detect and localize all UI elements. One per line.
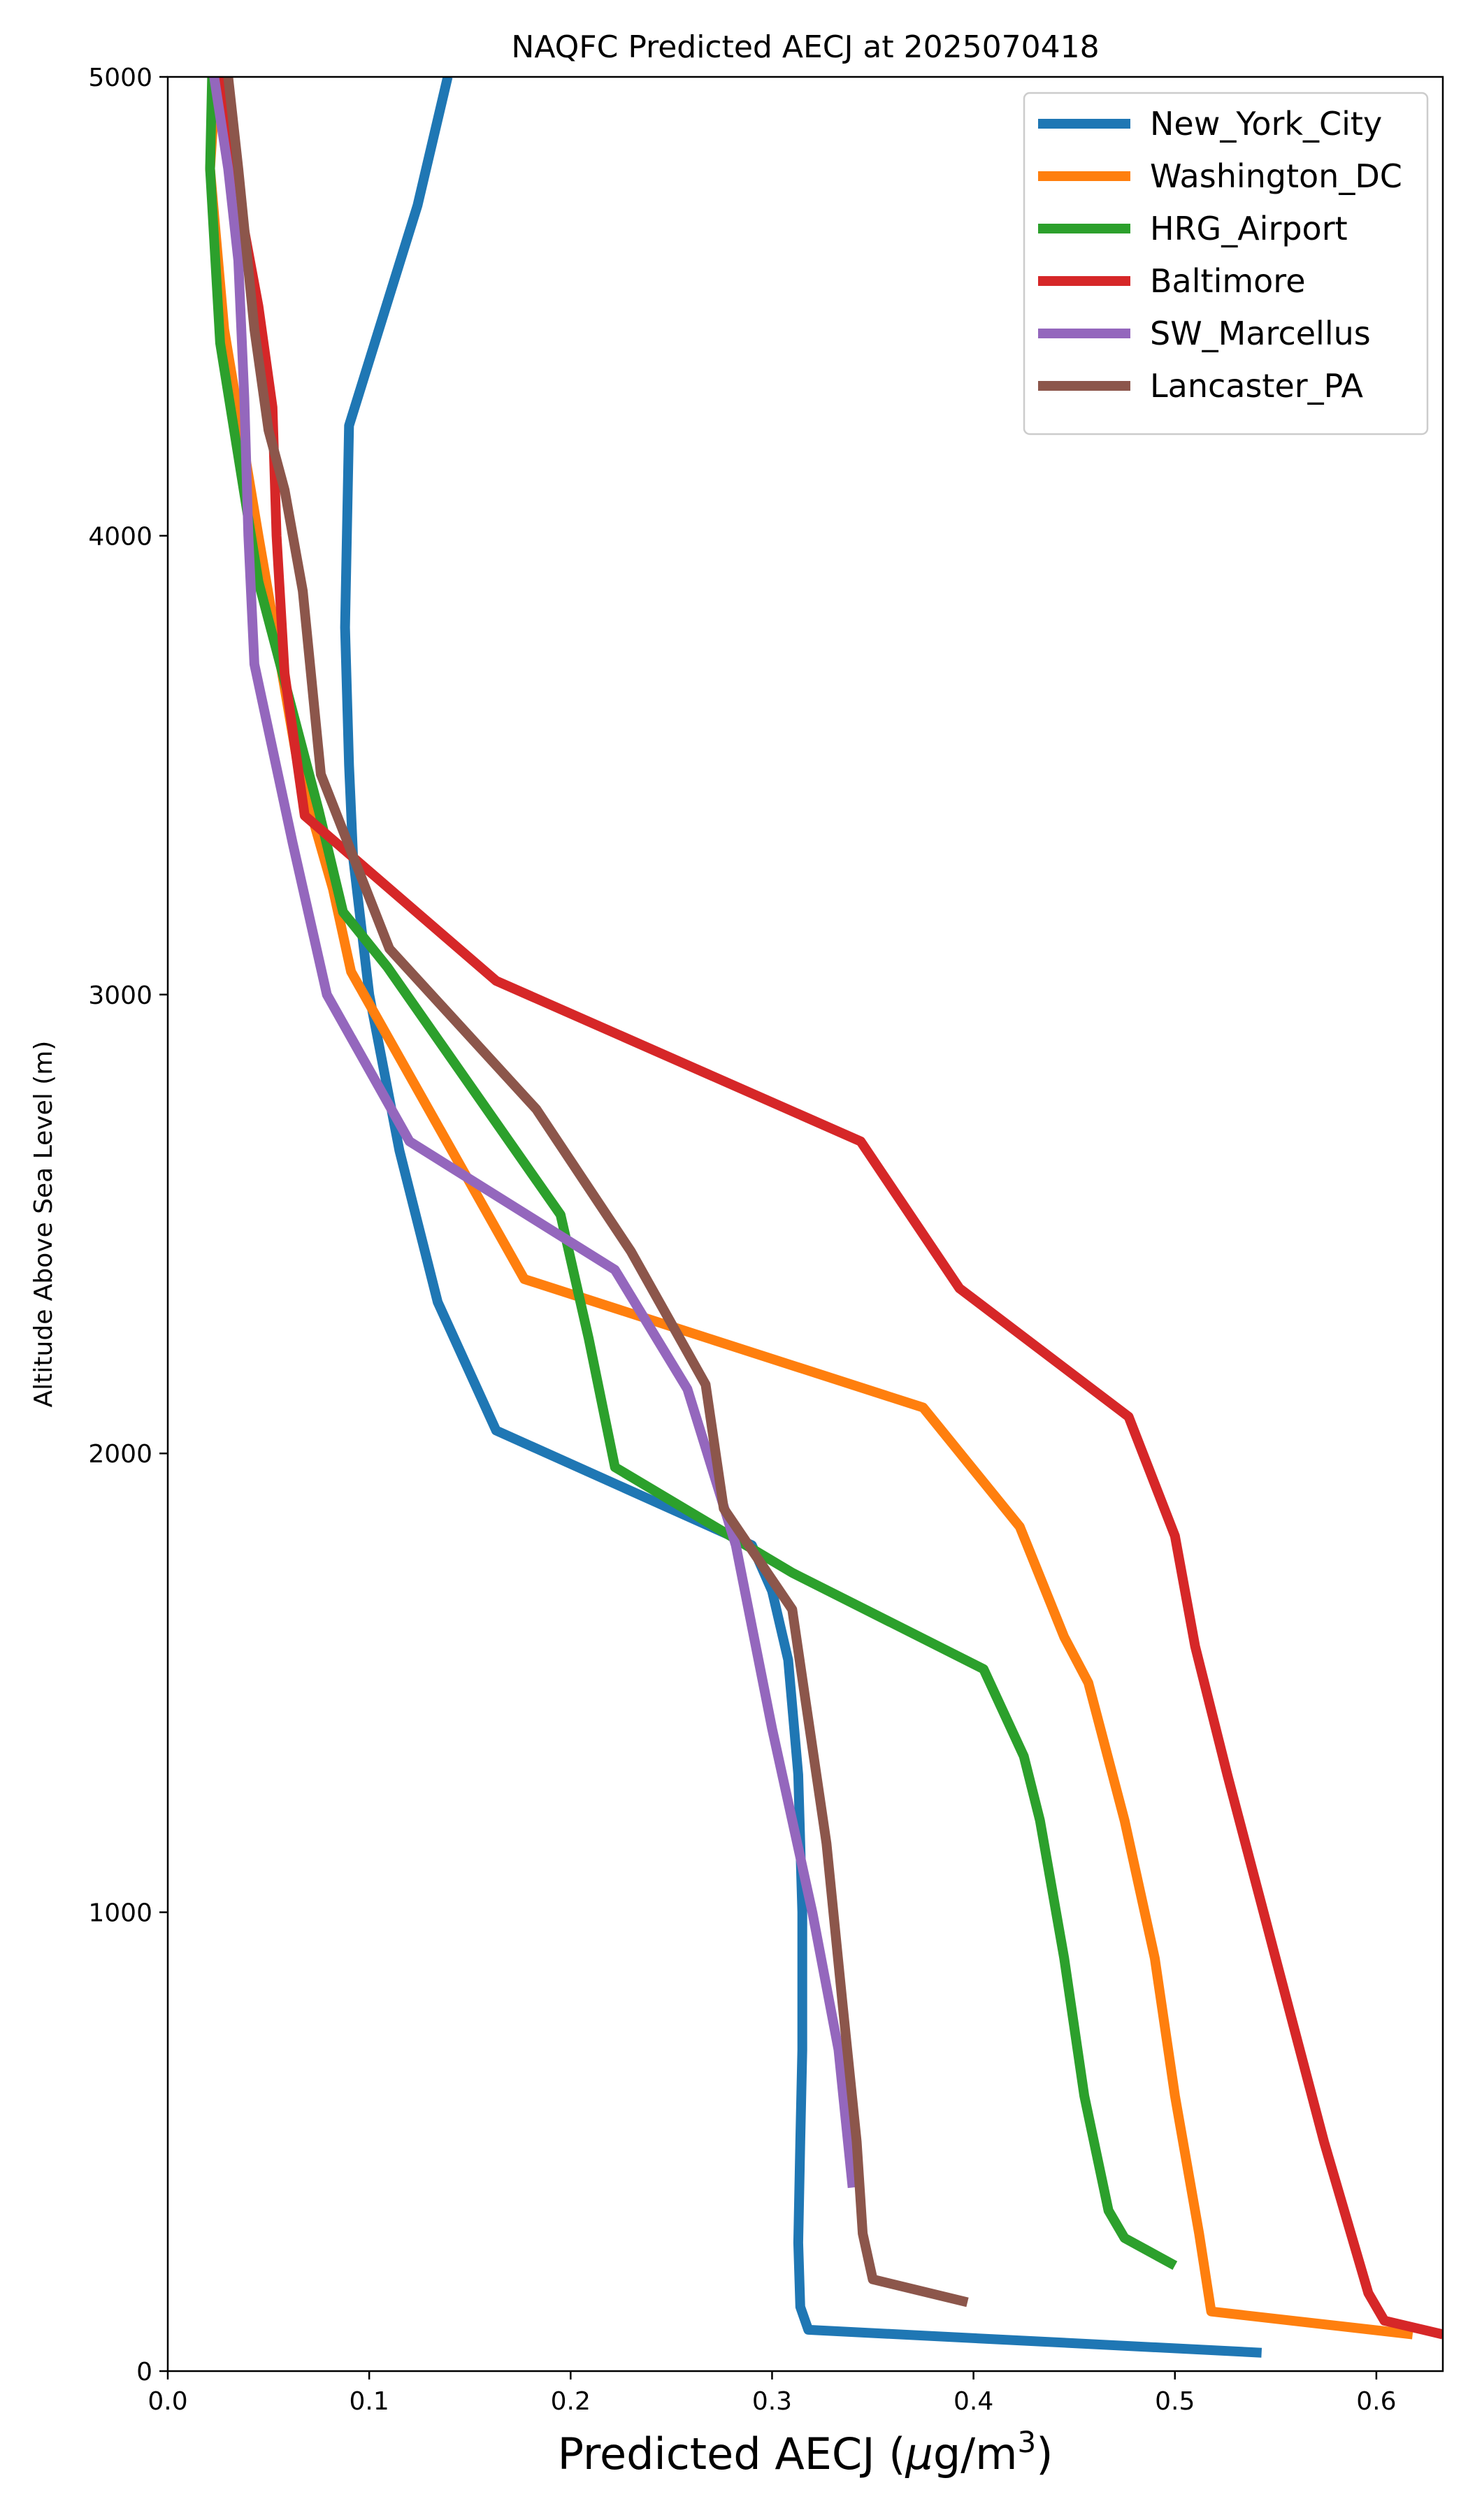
axes-frame [166,75,1444,2373]
x-axis-label-superscript: 3 [1017,2425,1036,2459]
y-tick-label: 1000 [88,1899,152,1928]
x-tick-label: 0.5 [1155,2387,1195,2416]
legend-label-Baltimore: Baltimore [1150,262,1306,300]
x-tick-label: 0.6 [1356,2387,1396,2416]
series-line-Washington_DC [205,77,1413,2340]
x-tick-label: 0.3 [752,2387,792,2416]
x-tick-label: 0.1 [350,2387,389,2416]
legend-label-SW_Marcellus: SW_Marcellus [1150,315,1371,352]
x-tick-label: 0.4 [954,2387,993,2416]
x-axis-label-unit: g/m [933,2428,1018,2479]
series-line-Lancaster_PA [223,77,969,2307]
chart-title: NAQFC Predicted AECJ at 2025070418 [511,29,1099,65]
series-line-SW_Marcellus [209,77,858,2189]
x-axis-label-close: ) [1036,2428,1053,2479]
x-axis-label: Predicted AECJ (μg/m3) [558,2425,1053,2479]
y-axis-ticks: 0 1000 2000 3000 4000 5000 [88,64,168,2386]
series-line-HRG_Airport [205,77,1178,2270]
legend-label-New_York_City: New_York_City [1150,105,1382,143]
series-line-Baltimore [217,77,1443,2340]
x-axis-label-prefix: Predicted AECJ ( [558,2428,906,2479]
legend-label-HRG_Airport: HRG_Airport [1150,210,1348,247]
y-tick-label: 0 [136,2358,152,2386]
x-tick-label: 0.0 [147,2387,187,2416]
x-tick-label: 0.2 [551,2387,591,2416]
y-tick-label: 3000 [88,981,152,1010]
legend-label-Washington_DC: Washington_DC [1150,157,1402,195]
legend-label-Lancaster_PA: Lancaster_PA [1150,367,1363,405]
legend: New_York_City Washington_DC HRG_Airport Bal… [1023,92,1429,435]
y-axis-label: Altitude Above Sea Level (m) [29,1041,58,1408]
x-axis-ticks: 0.0 0.1 0.2 0.3 0.4 0.5 0.6 [147,2371,1397,2416]
data-lines [205,77,1443,2358]
x-axis-label-mu: μ [905,2428,933,2479]
y-tick-label: 5000 [88,64,152,92]
y-tick-label: 4000 [88,522,152,551]
y-tick-label: 2000 [88,1440,152,1469]
